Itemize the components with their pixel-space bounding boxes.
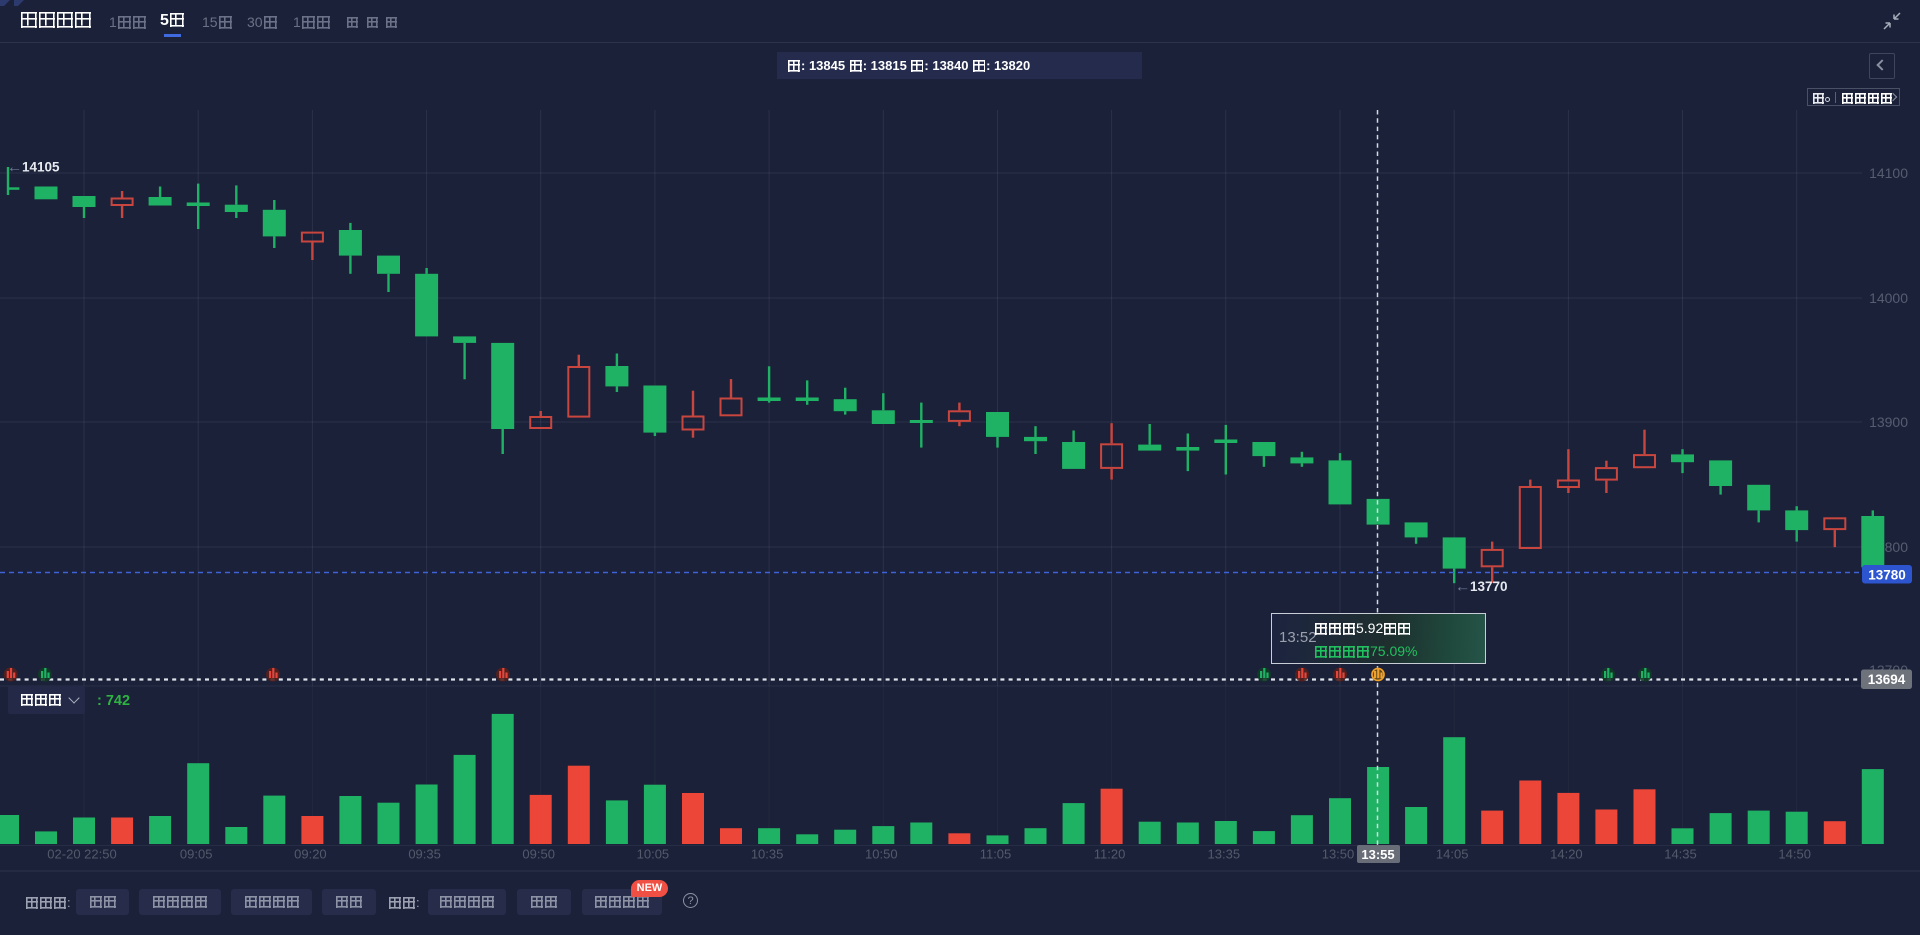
svg-text:02-20 22:50: 02-20 22:50 [47,847,116,862]
svg-text:14100: 14100 [1869,165,1908,181]
svg-text:11:05: 11:05 [980,847,1012,862]
svg-text:09:50: 09:50 [522,847,555,862]
svg-text:←: ← [7,159,23,176]
svg-text:14:50: 14:50 [1778,847,1811,862]
svg-text:10:05: 10:05 [637,847,670,862]
svg-text:09:35: 09:35 [408,847,441,862]
svg-text:09:20: 09:20 [294,847,327,862]
svg-text:14:20: 14:20 [1550,847,1583,862]
svg-text:09:05: 09:05 [180,847,213,862]
svg-text:13780: 13780 [1868,568,1906,583]
svg-text:14:35: 14:35 [1664,847,1697,862]
svg-text:13694: 13694 [1868,672,1906,687]
svg-text:←: ← [1455,579,1471,596]
svg-text:14:05: 14:05 [1436,847,1469,862]
svg-text:13770: 13770 [1470,579,1508,594]
svg-text:10:50: 10:50 [865,847,898,862]
svg-text:13:55: 13:55 [1361,847,1394,862]
svg-text:13:35: 13:35 [1208,847,1241,862]
svg-text:13900: 13900 [1869,414,1908,430]
svg-text:14105: 14105 [22,160,60,175]
svg-text:10:35: 10:35 [751,847,784,862]
svg-text:11:20: 11:20 [1094,847,1126,862]
svg-text:14000: 14000 [1869,290,1908,306]
svg-text:13:50: 13:50 [1322,847,1355,862]
